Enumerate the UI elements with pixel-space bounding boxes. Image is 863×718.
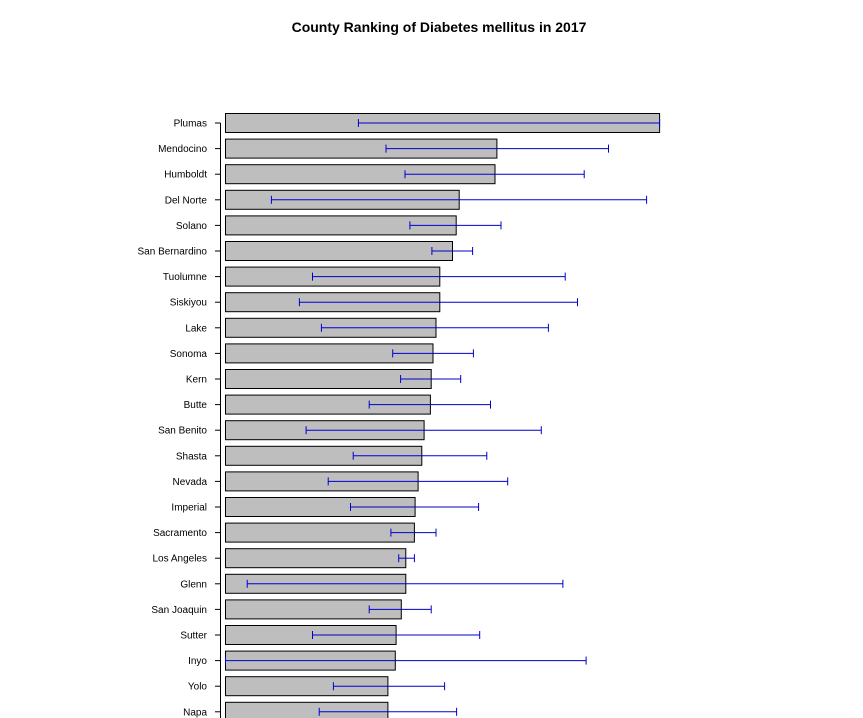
y-tick-label: Mendocino	[158, 144, 207, 155]
y-axis: Plumas Mendocino Humboldt Del Norte Solano Sa…	[138, 119, 221, 718]
bar-sacramento	[225, 522, 415, 543]
bars-layer	[225, 113, 661, 718]
y-tick-label: Shasta	[176, 451, 208, 462]
y-tick-label: Sacramento	[153, 528, 207, 539]
error-bars-layer	[225, 119, 661, 716]
y-tick-label: Los Angeles	[153, 554, 208, 565]
y-tick-label: Plumas	[174, 119, 207, 130]
chart-title: County Ranking of Diabetes mellitus in 2…	[291, 19, 587, 35]
y-tick-label: Tuolumne	[163, 272, 208, 283]
y-tick-label: Sonoma	[170, 349, 208, 360]
y-tick-label: Nevada	[173, 477, 208, 488]
y-tick-label: Yolo	[188, 682, 208, 693]
y-tick-label: Inyo	[188, 656, 207, 667]
y-tick-label: Siskiyou	[170, 298, 207, 309]
y-tick-label: Butte	[184, 400, 208, 411]
y-tick-label: Kern	[186, 375, 207, 386]
y-tick-label: Del Norte	[165, 195, 208, 206]
y-tick-label: San Joaquin	[151, 605, 207, 616]
y-tick-label: Sutter	[180, 631, 207, 642]
y-tick-label: Humboldt	[164, 170, 207, 181]
bar-san-bernardino	[225, 241, 453, 261]
y-tick-label: Solano	[176, 221, 208, 232]
bar-napa	[225, 701, 389, 718]
bar-los-angeles	[225, 548, 407, 569]
y-tick-label: Lake	[185, 323, 207, 334]
y-tick-label: San Benito	[158, 426, 207, 437]
y-tick-label: Napa	[183, 707, 207, 718]
y-tick-label: Imperial	[171, 503, 207, 514]
y-tick-label: Glenn	[180, 579, 207, 590]
y-tick-label: San Bernardino	[138, 247, 208, 258]
